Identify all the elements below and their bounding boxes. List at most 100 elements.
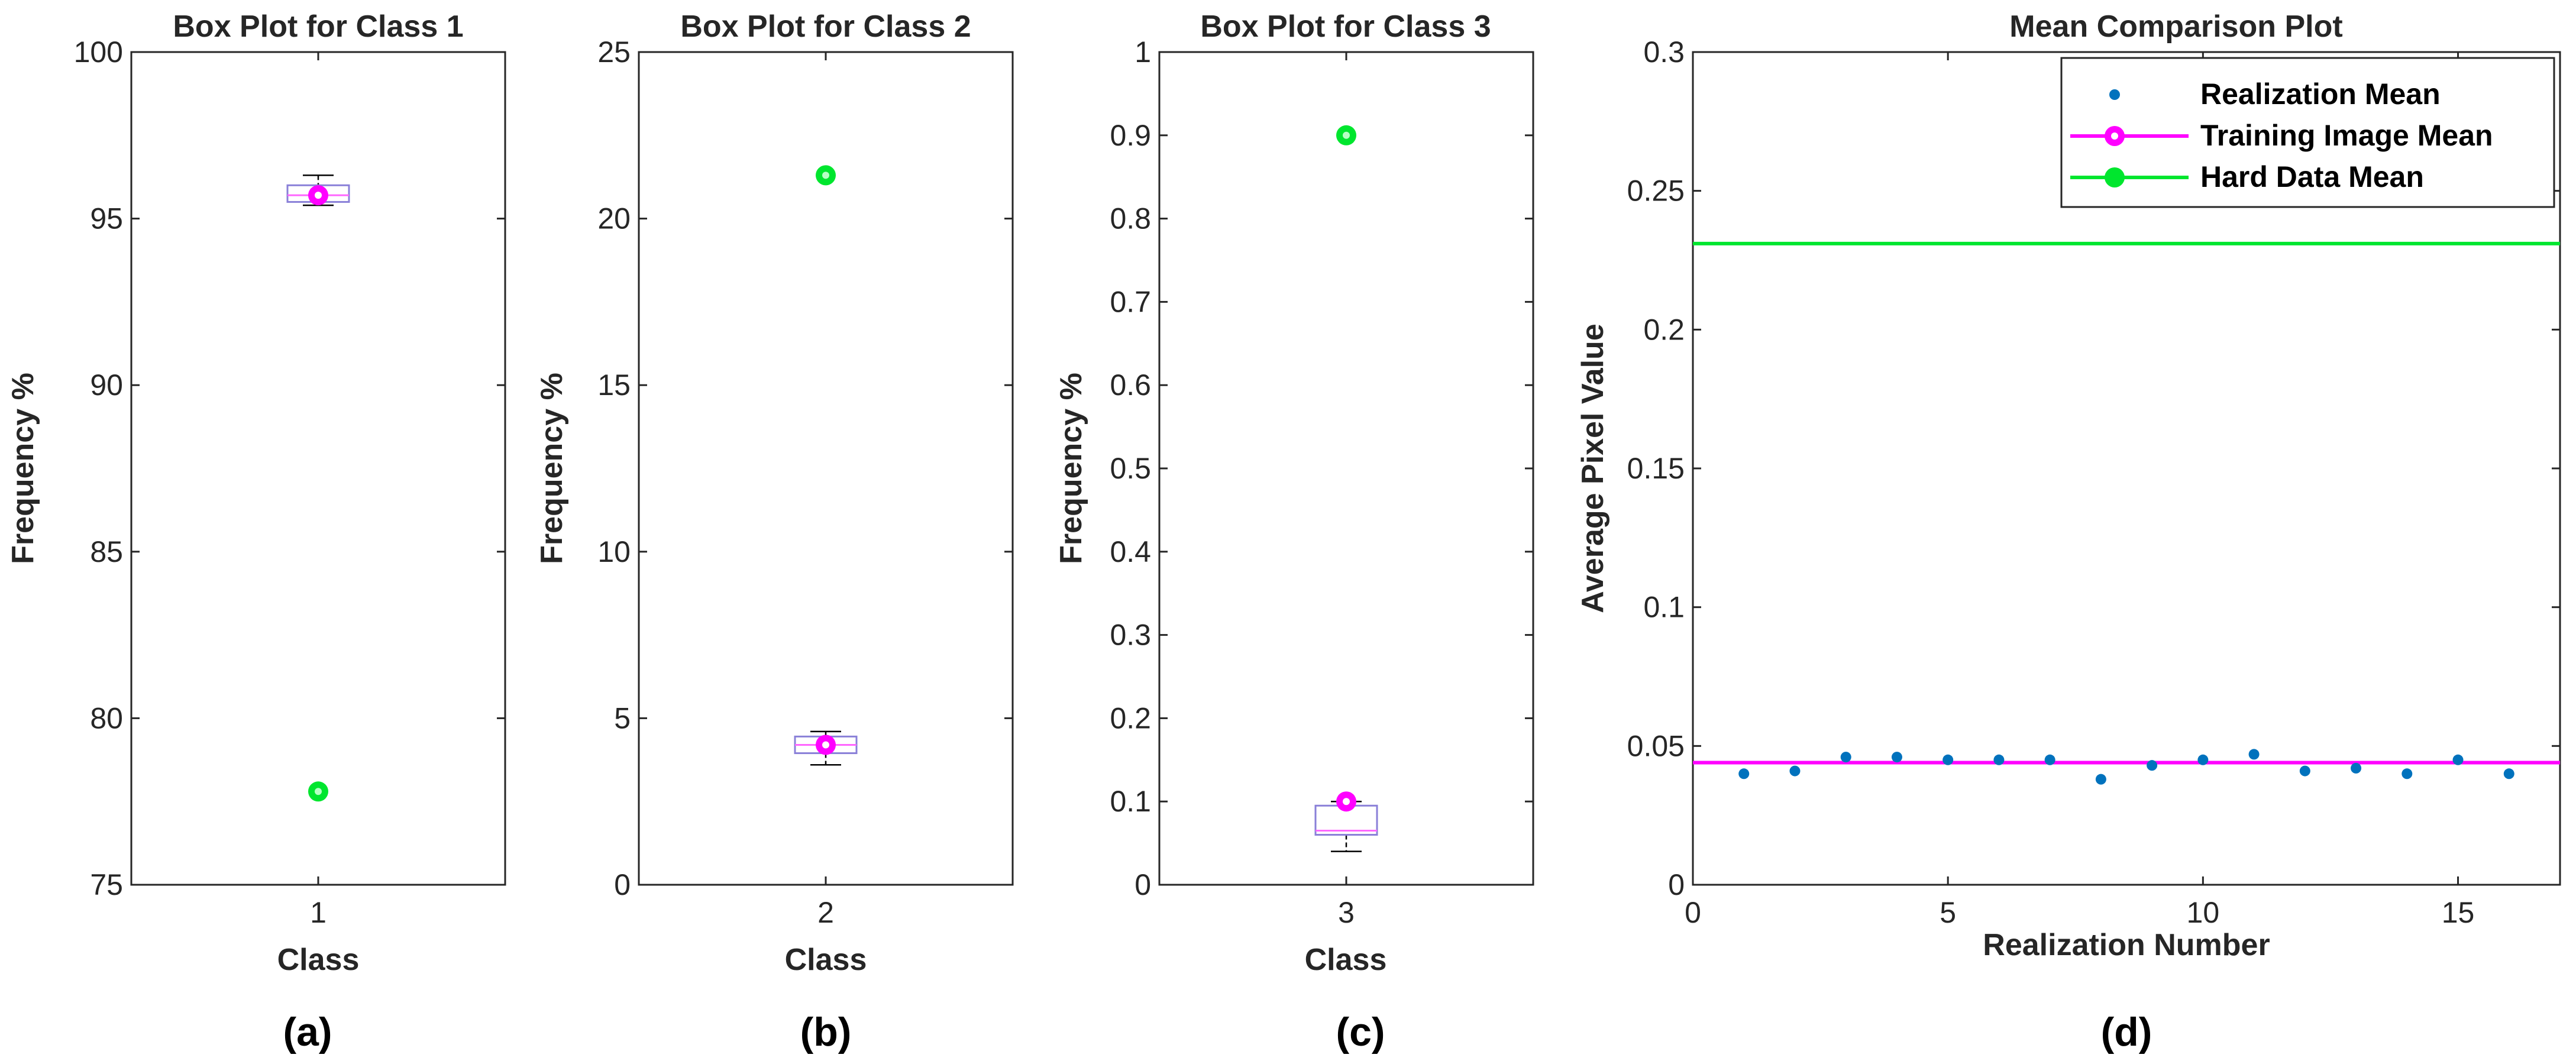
chart-title: Mean Comparison Plot xyxy=(2009,9,2342,44)
x-axis: 1 xyxy=(310,52,327,929)
x-tick-label: 0 xyxy=(1685,896,1701,929)
realization-mean-point xyxy=(1942,754,1954,765)
y-tick-label: 0.7 xyxy=(1110,285,1151,318)
y-tick-label: 100 xyxy=(74,35,123,69)
y-axis-label: Frequency % xyxy=(6,373,40,564)
legend-label-training-image-mean: Training Image Mean xyxy=(2200,119,2493,152)
chart-panel-a: Box Plot for Class 1 75 80 85 90 95 100 1 Cla… xyxy=(6,9,506,1054)
realization-mean-point xyxy=(2503,768,2514,779)
y-tick-label: 0.5 xyxy=(1110,452,1151,485)
panel-label: (b) xyxy=(800,1010,852,1054)
y-tick-label: 85 xyxy=(90,535,123,568)
y-tick-label: 0.3 xyxy=(1110,619,1151,652)
chart-title: Box Plot for Class 1 xyxy=(173,9,463,44)
x-axis-label: Class xyxy=(785,943,867,977)
training-image-marker-center xyxy=(1343,798,1350,806)
realization-mean-point xyxy=(1840,752,1851,763)
y-axis: 0 0.05 0.1 0.15 0.2 0.25 0.3 xyxy=(1627,35,2560,901)
realization-mean-point xyxy=(1891,752,1902,763)
legend-key-hard-data-marker xyxy=(2105,167,2125,187)
panel-label: (c) xyxy=(1336,1010,1385,1054)
y-tick-label: 0.2 xyxy=(1643,313,1685,346)
chart-panel-c: Box Plot for Class 3 0 0.1 0.2 0.3 0.4 0.5 0.6… xyxy=(1054,9,1534,1054)
hard-data-marker-center xyxy=(315,788,322,795)
realization-mean-point xyxy=(2095,774,2106,785)
legend-label-realization-mean: Realization Mean xyxy=(2200,77,2441,111)
y-tick-label: 5 xyxy=(614,701,631,735)
y-tick-label: 80 xyxy=(90,701,123,735)
plot-frame xyxy=(1158,51,1534,886)
chart-panel-d: Mean Comparison Plot 0 0.05 0.1 0.15 0.2 0.25… xyxy=(1576,9,2561,1054)
chart-marks xyxy=(286,174,350,802)
realization-mean-point xyxy=(2044,754,2055,765)
y-tick-label: 0 xyxy=(1668,868,1685,901)
y-tick-label: 0.15 xyxy=(1627,452,1685,485)
y-tick-label: 15 xyxy=(597,368,631,402)
x-axis: 0 5 10 15 xyxy=(1685,52,2474,929)
y-axis-label: Average Pixel Value xyxy=(1576,324,1610,613)
training-image-marker-center xyxy=(315,192,322,199)
realization-mean-point xyxy=(2402,768,2413,779)
realization-mean-point xyxy=(1993,754,2005,765)
panel-label: (a) xyxy=(283,1010,332,1054)
realization-mean-point xyxy=(2248,749,2260,760)
y-tick-label: 90 xyxy=(90,368,123,402)
y-tick-label: 0.25 xyxy=(1627,174,1685,208)
y-tick-label: 0.1 xyxy=(1110,785,1151,818)
y-tick-label: 0.2 xyxy=(1110,701,1151,735)
x-tick-label: 10 xyxy=(2187,896,2220,929)
chart-marks xyxy=(1693,241,2560,785)
x-tick-label: 15 xyxy=(2442,896,2475,929)
hard-data-marker-center xyxy=(1343,131,1350,139)
y-tick-label: 0.9 xyxy=(1110,119,1151,152)
x-tick-label: 1 xyxy=(310,896,327,929)
y-tick-label: 0.3 xyxy=(1643,35,1685,69)
legend-box xyxy=(2060,57,2555,208)
x-tick-label: 3 xyxy=(1338,896,1355,929)
chart-marks xyxy=(1314,125,1378,852)
y-axis: 0 5 10 15 20 25 xyxy=(597,35,1013,901)
hard-data-marker-center xyxy=(822,172,829,179)
panel-label: (d) xyxy=(2101,1010,2152,1054)
realization-mean-point xyxy=(2197,754,2209,765)
legend-key-training-image-center xyxy=(2111,132,2118,140)
y-tick-label: 20 xyxy=(597,202,631,235)
y-tick-label: 0.6 xyxy=(1110,368,1151,402)
legend-label-hard-data-mean: Hard Data Mean xyxy=(2200,160,2424,193)
y-tick-label: 0.05 xyxy=(1627,729,1685,762)
x-axis-label: Class xyxy=(277,943,360,977)
y-axis-label: Frequency % xyxy=(1054,373,1088,564)
y-tick-label: 1 xyxy=(1135,35,1151,69)
realization-mean-point xyxy=(2299,765,2310,777)
x-axis-label: Class xyxy=(1305,943,1387,977)
y-axis: 0 0.1 0.2 0.3 0.4 0.5 0.6 0.7 0.8 0.9 1 xyxy=(1110,35,1533,901)
y-tick-label: 95 xyxy=(90,202,123,235)
y-tick-label: 0.8 xyxy=(1110,202,1151,235)
chart-title: Box Plot for Class 3 xyxy=(1200,9,1491,44)
chart-marks xyxy=(794,165,858,766)
y-tick-label: 0 xyxy=(1135,868,1151,901)
x-axis-label: Realization Number xyxy=(1983,928,2270,962)
realization-mean-point xyxy=(1738,768,1750,779)
y-tick-label: 75 xyxy=(90,868,123,901)
realization-mean-point xyxy=(1789,765,1801,777)
y-axis-label: Frequency % xyxy=(535,373,569,564)
legend: Realization Mean Training Image Mean Har… xyxy=(2060,57,2555,208)
y-tick-label: 0.4 xyxy=(1110,535,1151,568)
y-tick-label: 25 xyxy=(597,35,631,69)
y-axis: 75 80 85 90 95 100 xyxy=(74,35,505,901)
chart-title: Box Plot for Class 2 xyxy=(680,9,971,44)
x-tick-label: 5 xyxy=(1940,896,1956,929)
x-axis: 3 xyxy=(1338,52,1355,929)
y-tick-label: 10 xyxy=(597,535,631,568)
legend-key-realization-mean xyxy=(2109,89,2120,100)
x-tick-label: 2 xyxy=(817,896,834,929)
realization-mean-point xyxy=(2147,760,2158,771)
x-axis: 2 xyxy=(817,52,834,929)
training-image-marker-center xyxy=(822,741,829,749)
realization-mean-point xyxy=(2351,762,2362,774)
y-tick-label: 0.1 xyxy=(1643,591,1685,624)
y-tick-label: 0 xyxy=(614,868,631,901)
